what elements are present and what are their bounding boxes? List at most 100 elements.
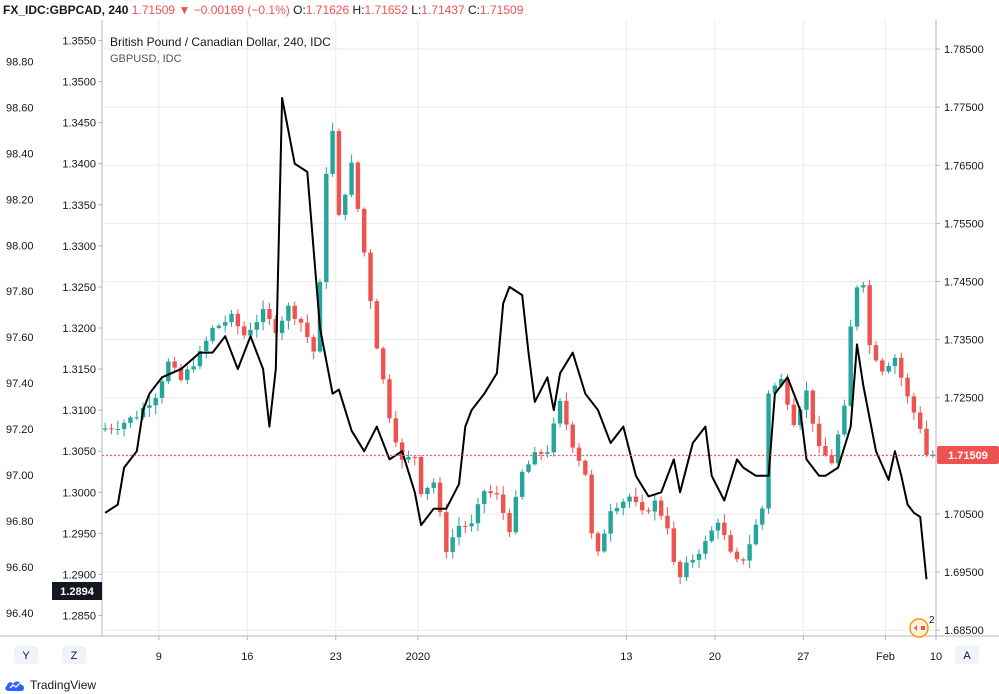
symbol-header: FX_IDC:GBPCAD, 240 1.71509 ▼ −0.00169 (−…: [0, 0, 999, 20]
candle-down: [829, 455, 834, 464]
candle-down: [576, 447, 582, 461]
candle-down: [917, 412, 923, 429]
candle-up: [330, 131, 335, 174]
candle-up: [519, 471, 525, 497]
legend-main-series[interactable]: British Pound / Canadian Dollar, 240, ID…: [110, 35, 331, 49]
candle-up: [703, 541, 708, 554]
candle-down: [899, 357, 904, 378]
right-tick-label: 1.75500: [944, 218, 984, 230]
right-tick-label: 1.72500: [944, 393, 984, 405]
candle-down: [500, 494, 506, 513]
left-outer-tick-label: 98.00: [6, 240, 34, 252]
overlay-badge[interactable]: 2: [909, 615, 935, 638]
candle-up: [842, 405, 847, 435]
candle-up: [324, 173, 329, 283]
a-button[interactable]: A: [963, 650, 971, 662]
candle-down: [633, 496, 639, 503]
candle-up: [475, 504, 481, 524]
candle-down: [741, 559, 746, 561]
candle-up: [696, 553, 702, 560]
time-tick-label: 23: [330, 651, 342, 663]
candle-up: [614, 508, 620, 512]
candle-down: [311, 337, 316, 352]
price-chart[interactable]: 98.80 98.60 98.40 98.20 98.00 97.80 97.60 97.40…: [0, 20, 999, 674]
candle-down: [305, 322, 310, 338]
candle-up: [166, 361, 171, 382]
candle-down: [538, 452, 544, 454]
last-price-label: 1.71509: [948, 450, 988, 462]
candle-down: [816, 423, 822, 447]
candle-up: [772, 385, 778, 394]
candle-up: [191, 366, 196, 370]
candle-down: [361, 208, 367, 253]
high-label: H:: [352, 3, 365, 17]
candle-down: [488, 491, 493, 494]
candle-down: [671, 528, 677, 562]
candle-down: [494, 493, 500, 495]
left-inner-tick-label: 1.3300: [62, 241, 96, 253]
candle-down: [589, 474, 594, 534]
candle-up: [279, 320, 285, 334]
candle-up: [715, 522, 721, 531]
low-label: L:: [411, 3, 422, 17]
legend-compare-series[interactable]: GBPUSD, IDC: [110, 53, 182, 65]
candle-down: [658, 500, 664, 516]
compare-value-tag: 1.2894: [52, 582, 102, 600]
right-tick-label: 1.76500: [944, 160, 984, 172]
log-scale-button-bg[interactable]: [14, 646, 38, 664]
footer: TradingView: [0, 674, 999, 694]
time-tick-label: 9: [156, 651, 162, 663]
auto-scale-button-bg[interactable]: [955, 646, 979, 664]
candle-up: [216, 325, 222, 328]
gbpusd-compare-line: [104, 97, 928, 580]
candle-down: [785, 378, 790, 405]
candle-up: [229, 313, 234, 323]
left-inner-price-axis[interactable]: 1.3550 1.3500 1.3450 1.3400 1.3350 1.3300 1.32…: [62, 36, 102, 623]
zoom-button-bg[interactable]: [62, 646, 86, 664]
right-price-axis[interactable]: 1.78500 1.77500 1.76500 1.75500 1.74500 1.735…: [936, 44, 984, 637]
candle-up: [804, 390, 809, 410]
candle-up: [526, 464, 531, 472]
left-outer-tick-label: 98.60: [6, 102, 34, 114]
time-tick-label: 20: [709, 651, 721, 663]
candle-down: [507, 512, 512, 533]
candle-down: [380, 348, 386, 380]
left-outer-tick-label: 97.40: [6, 378, 34, 390]
candle-down: [810, 390, 816, 424]
candle-up: [349, 162, 354, 195]
candle-up: [545, 452, 550, 454]
left-outer-tick-label: 97.60: [6, 332, 34, 344]
candle-up: [286, 305, 291, 321]
left-inner-tick-label: 1.2850: [62, 610, 96, 622]
price-change: −0.00169 (−0.1%): [193, 3, 290, 17]
candle-down: [267, 309, 272, 320]
candle-up: [222, 322, 228, 326]
right-tick-label: 1.68500: [944, 625, 984, 637]
left-outer-tick-label: 98.40: [6, 148, 34, 160]
tradingview-cloud-icon: [5, 681, 24, 691]
tradingview-logo[interactable]: TradingView: [4, 677, 96, 693]
right-tick-label: 1.73500: [944, 335, 984, 347]
candle-down: [444, 512, 449, 552]
candle-up: [747, 544, 752, 561]
left-inner-tick-label: 1.3500: [62, 77, 96, 89]
right-tick-label: 1.69500: [944, 567, 984, 579]
candle-up: [482, 491, 487, 505]
candle-down: [463, 525, 468, 527]
candle-down: [583, 460, 588, 475]
candle-up: [557, 400, 563, 424]
candle-down: [791, 404, 797, 426]
tradingview-brand: TradingView: [30, 678, 97, 692]
open-label: O:: [293, 3, 306, 17]
candle-up: [210, 327, 215, 341]
left-inner-tick-label: 1.3050: [62, 446, 96, 458]
candle-up: [343, 194, 348, 215]
candle-up: [159, 381, 165, 398]
candle-down: [387, 379, 392, 419]
left-outer-price-axis[interactable]: 98.80 98.60 98.40 98.20 98.00 97.80 97.60 97.40…: [6, 56, 34, 620]
y-button[interactable]: Y: [22, 650, 30, 662]
z-button[interactable]: Z: [71, 650, 78, 662]
time-axis[interactable]: 9 16 23 2020 13 20 27 Feb 10: [156, 636, 942, 663]
symbol-name[interactable]: FX_IDC:GBPCAD, 240: [3, 3, 129, 17]
bottom-right-buttons: A: [955, 646, 979, 664]
